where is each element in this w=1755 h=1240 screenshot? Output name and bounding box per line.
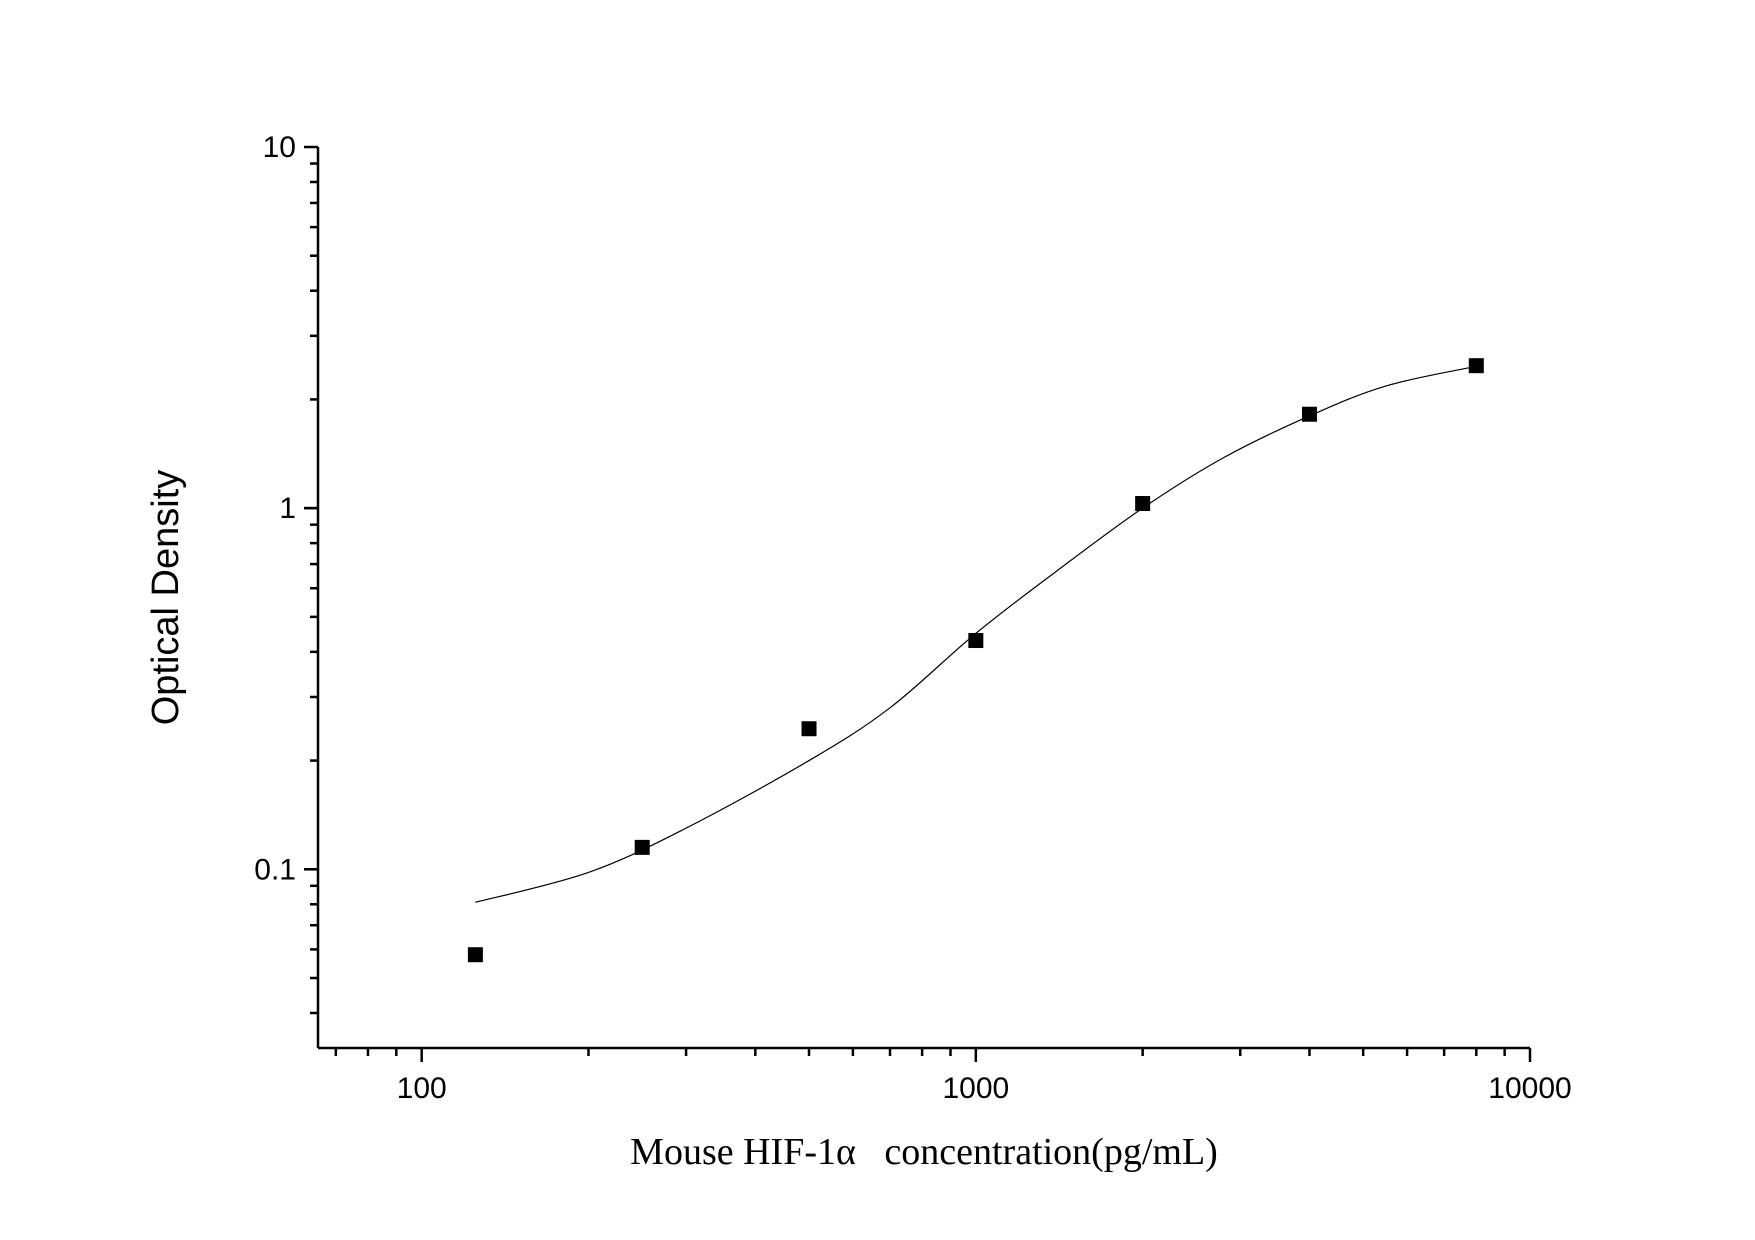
data-point [801,721,817,737]
y-tick-label: 10 [263,131,296,164]
axes [316,147,1530,1050]
x-tick-label: 100 [397,1072,447,1105]
data-point [467,947,483,963]
data-point [1468,358,1484,374]
data-points [467,358,1484,963]
y-axis-title: Optical Density [145,470,187,726]
x-tick-label: 10000 [1488,1072,1571,1105]
y-tick-label: 0.1 [254,853,296,886]
x-tick-label: 1000 [942,1072,1009,1105]
data-point [634,839,650,855]
data-point [1135,496,1151,512]
data-point [1301,406,1317,422]
y-tick-label: 1 [279,492,296,525]
data-point [968,633,984,649]
x-axis-title: Mouse HIF-1α concentration(pg/mL) [630,1131,1218,1173]
axis-ticks [304,145,1532,1062]
axis-tick-labels: 100 1000 10000 0.1 1 10 [254,131,1571,1105]
